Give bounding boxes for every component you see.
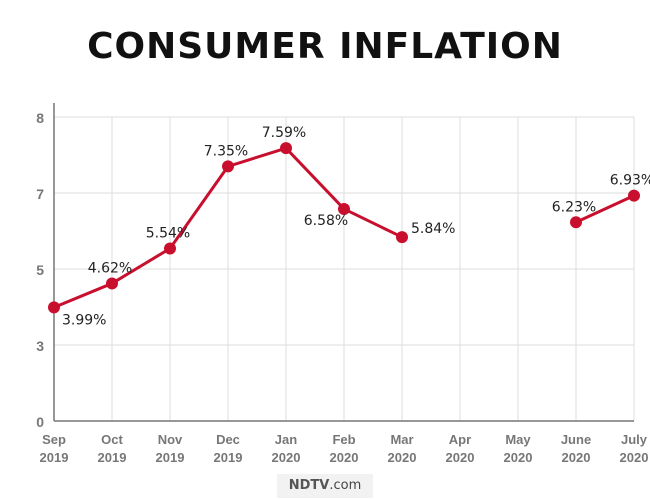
data-label: 5.54% [146, 225, 190, 241]
series-line [575, 194, 635, 224]
data-label: 6.23% [552, 199, 596, 215]
x-tick-label-month: Mar [390, 432, 413, 447]
x-tick-label-year: 2019 [156, 450, 185, 465]
data-point [628, 189, 640, 202]
x-tick-label-year: 2019 [214, 450, 243, 465]
x-tick-label-month: Dec [216, 432, 240, 447]
data-point [338, 202, 350, 215]
y-tick-label: 5 [36, 262, 44, 278]
data-label: 6.93% [610, 173, 650, 189]
x-tick-label-month: June [561, 432, 591, 447]
x-tick-label-month: Feb [332, 432, 355, 447]
y-tick-label: 8 [36, 110, 44, 126]
data-point [48, 301, 60, 314]
data-point [106, 277, 118, 290]
x-tick-label-year: 2020 [446, 450, 475, 465]
y-tick-label: 0 [36, 414, 44, 430]
source-brand: NDTV [288, 478, 330, 493]
x-tick-label-year: 2020 [388, 450, 417, 465]
x-tick-label-month: Sep [42, 432, 66, 447]
source-watermark: NDTV.com [277, 474, 373, 498]
x-tick-label-month: Jan [275, 432, 297, 447]
x-tick-label-month: Oct [101, 432, 123, 447]
chart-title: CONSUMER INFLATION [87, 26, 563, 67]
data-label: 7.59% [262, 125, 306, 141]
data-point [280, 142, 292, 155]
y-tick-label: 3 [36, 338, 44, 354]
x-tick-label-year: 2020 [330, 450, 359, 465]
data-label: 7.35% [204, 143, 248, 159]
x-tick-label-month: July [621, 432, 648, 447]
x-tick-label-year: 2019 [98, 450, 127, 465]
x-tick-label-month: Nov [158, 432, 183, 447]
x-tick-label-year: 2020 [620, 450, 649, 465]
x-tick-label-month: May [505, 432, 531, 447]
data-point [164, 242, 176, 255]
data-point [570, 216, 582, 229]
data-label: 4.62% [88, 260, 132, 276]
data-point [222, 160, 234, 173]
x-tick-label-year: 2020 [272, 450, 301, 465]
x-tick-label-year: 2020 [562, 450, 591, 465]
x-tick-label-year: 2019 [40, 450, 69, 465]
data-point [396, 231, 408, 244]
data-label: 6.58% [304, 213, 348, 229]
data-label: 5.84% [411, 221, 455, 237]
source-suffix: .com [329, 478, 362, 493]
x-tick-label-year: 2020 [504, 450, 533, 465]
data-label: 3.99% [62, 312, 106, 328]
y-tick-label: 7 [36, 186, 44, 202]
x-tick-label-month: Apr [449, 432, 471, 447]
